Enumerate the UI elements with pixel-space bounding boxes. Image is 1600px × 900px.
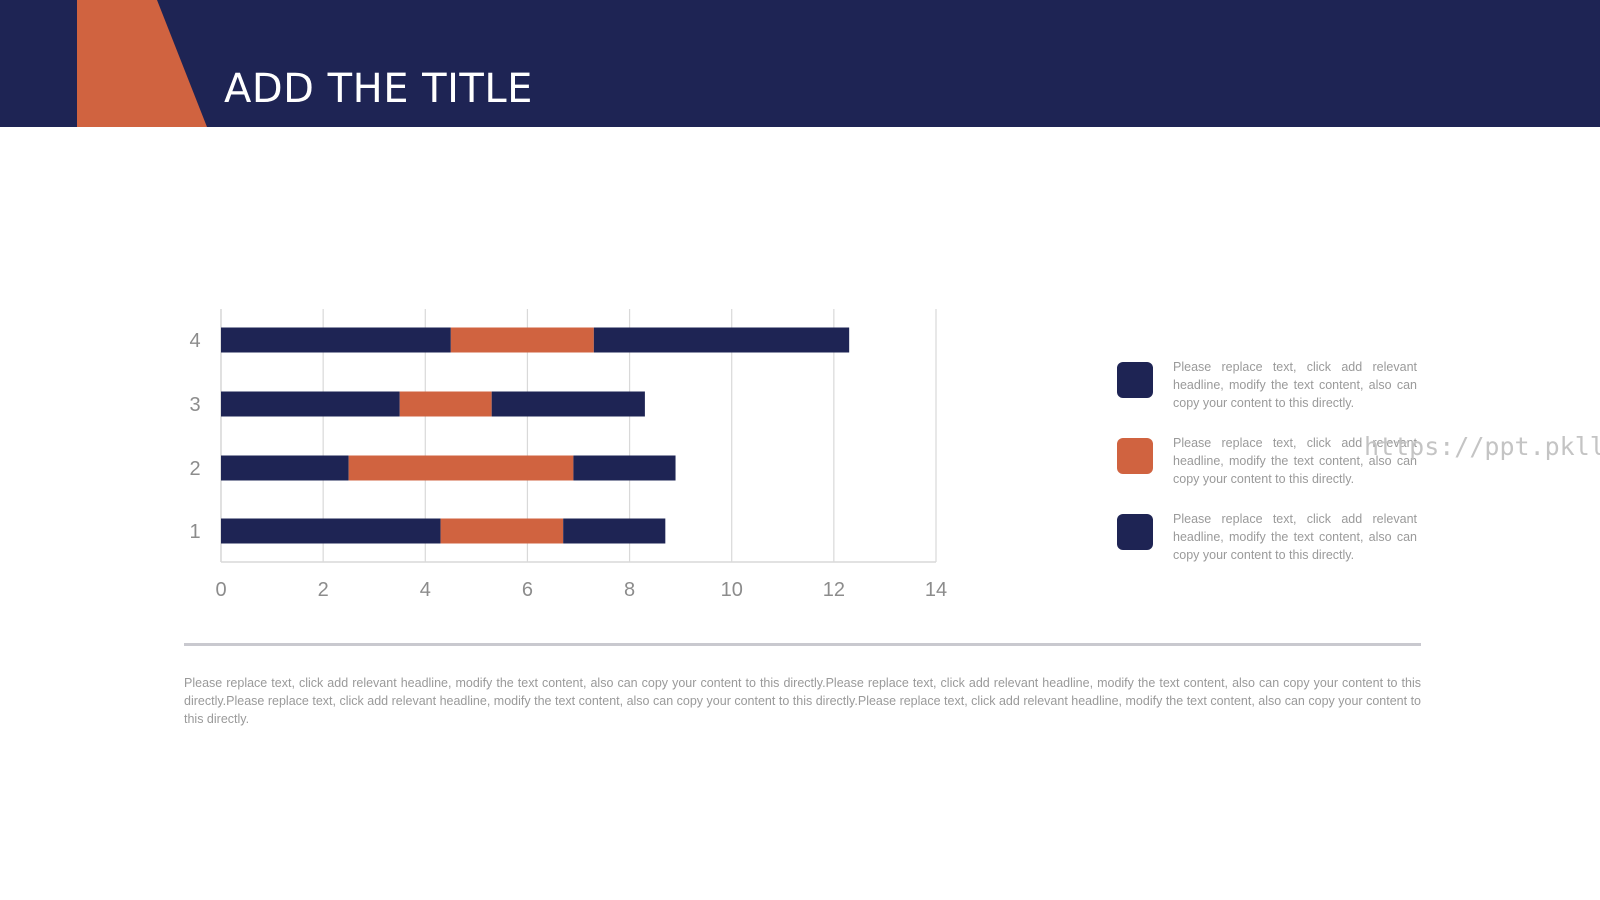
- y-tick-label-3: 3: [189, 394, 200, 416]
- slide-title: ADD THE TITLE: [224, 66, 533, 112]
- legend-text-2: Please replace text, click add relevant …: [1173, 436, 1417, 486]
- y-tick-label-4: 4: [189, 330, 200, 352]
- bar-cat3-seg1: [221, 391, 400, 417]
- bar-cat4-seg2: [450, 327, 594, 353]
- bar-cat1-seg1: [221, 518, 441, 544]
- watermark-text: https://ppt.pkll.de: [1364, 432, 1600, 461]
- x-tick-label-12: 12: [823, 579, 845, 601]
- x-tick-label-14: 14: [925, 579, 947, 601]
- bar-cat1-seg3: [563, 518, 666, 544]
- x-tick-label-0: 0: [215, 579, 226, 601]
- bar-cat2-seg1: [221, 455, 349, 481]
- y-tick-label-1: 1: [189, 521, 200, 543]
- bar-cat3-seg3: [491, 391, 645, 417]
- body-paragraph: Please replace text, click add relevant …: [184, 676, 1421, 726]
- x-tick-label-6: 6: [522, 579, 533, 601]
- divider-line: [184, 643, 1421, 646]
- bar-cat2-seg3: [573, 455, 676, 481]
- header-banner: ADD THE TITLE: [0, 0, 1600, 127]
- bar-cat1-seg2: [440, 518, 564, 544]
- legend-text-1: Please replace text, click add relevant …: [1173, 360, 1417, 410]
- bar-cat4-seg1: [221, 327, 451, 353]
- bar-cat4-seg3: [593, 327, 850, 353]
- legend-swatch-2: [1117, 438, 1153, 474]
- y-tick-label-2: 2: [189, 458, 200, 480]
- bar-cat3-seg2: [399, 391, 492, 417]
- accent-trapezoid: [77, 0, 207, 127]
- x-tick-label-10: 10: [721, 579, 743, 601]
- bar-cat2-seg2: [348, 455, 574, 481]
- legend-text-3: Please replace text, click add relevant …: [1173, 512, 1417, 562]
- legend-swatch-3: [1117, 514, 1153, 550]
- x-tick-label-4: 4: [420, 579, 431, 601]
- legend-swatch-1: [1117, 362, 1153, 398]
- x-tick-label-8: 8: [624, 579, 635, 601]
- x-tick-label-2: 2: [318, 579, 329, 601]
